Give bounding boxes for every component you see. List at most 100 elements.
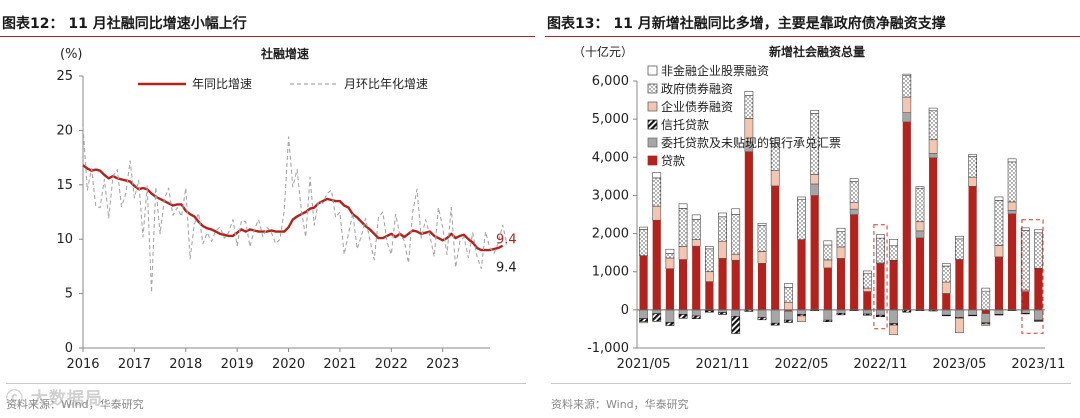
stacked-bar-chart: （十亿元） 新增社会融资总量 -1,000 0 1,000 2,000 3,000 4,0…: [573, 44, 1065, 372]
bar-segment: [876, 314, 885, 318]
bar-segment: [639, 309, 648, 319]
bar-segment: [955, 309, 964, 318]
bar-segment: [691, 315, 701, 319]
bar-segment: [757, 263, 767, 310]
bar-segment: [718, 212, 727, 218]
bar-segment: [665, 253, 675, 259]
bar-segment: [902, 73, 912, 76]
left-source-text: 资料来源：Wind，华泰研究: [6, 398, 144, 411]
bar-segment: [862, 313, 872, 316]
bar-segment: [994, 245, 1004, 258]
bar-segment: [1021, 291, 1030, 310]
bar-segment: [836, 227, 846, 232]
legend-swatch: [647, 65, 658, 76]
bar-segment: [1007, 201, 1017, 211]
y-tick-label: 1,000: [592, 265, 629, 280]
y-tick-label: 20: [56, 123, 73, 138]
highlight-box: [1021, 219, 1044, 334]
y-tick-label: 3,000: [592, 188, 629, 203]
bar-segment: [810, 110, 820, 114]
bar-segment: [639, 318, 648, 322]
bar-segment: [849, 181, 859, 203]
right-source-text: 资料来源：Wind，华泰研究: [551, 398, 689, 411]
bar-segment: [731, 316, 741, 334]
y-tick-label: 5,000: [592, 112, 629, 127]
bar-segment: [691, 214, 701, 220]
bar-segment: [783, 319, 793, 323]
bar-segment: [731, 253, 741, 261]
bar-segment: [889, 324, 899, 335]
bar-segment: [823, 319, 833, 322]
bar-segment: [691, 219, 701, 240]
bar-segment: [862, 309, 872, 315]
bar-segment: [823, 259, 833, 269]
bar-segment: [955, 259, 964, 310]
legend-swatch: [647, 137, 658, 148]
bar-segment: [744, 95, 754, 119]
bar-segment: [942, 293, 951, 310]
bar-segment: [757, 222, 767, 226]
bar-segment: [678, 314, 688, 319]
bar-segment: [678, 259, 688, 310]
bar-segment: [692, 246, 701, 310]
bar-segment: [705, 271, 714, 282]
bar-segment: [1007, 161, 1017, 203]
bar-segment: [1034, 229, 1043, 234]
legend-swatch: [647, 119, 658, 130]
bar-segment: [915, 237, 925, 310]
right-figure-title: 图表13： 11 月新增社融同比多增，主要是靠政府债净融资支撑: [547, 16, 946, 32]
end-label-mom: 9.4: [496, 261, 517, 276]
legend-label: 委托贷款及未贴现的银行承兑汇票: [661, 135, 841, 150]
bar-segment: [849, 178, 859, 182]
bar-segment: [850, 214, 859, 310]
bar-segment: [994, 256, 1004, 310]
x-axis: 2016 2017 2018 2019 2020 2021 2022 2023: [66, 347, 490, 372]
left-figure-title: 图表12： 11 月社融同比增速小幅上行: [2, 16, 247, 32]
bar-segment: [718, 258, 727, 310]
y-tick-label: 0: [65, 341, 73, 356]
bar-segment: [889, 260, 898, 310]
legend-label-yoy: 年同比增速: [192, 77, 252, 91]
bar-segment: [929, 157, 938, 310]
bar-segment: [652, 205, 662, 221]
bar-segment: [915, 230, 925, 239]
bar-segment: [981, 287, 991, 292]
bar-segment: [810, 195, 819, 310]
watermark-text: 大数据局: [30, 389, 103, 409]
bar-segment: [705, 281, 714, 310]
x-tick-label: 2021/11: [696, 357, 750, 372]
bar-segment: [665, 268, 674, 310]
bar-segment: [876, 263, 885, 310]
bar-segment: [718, 240, 727, 259]
bar-segment: [718, 216, 727, 242]
bar-segment: [665, 257, 675, 269]
legend-swatch: [647, 155, 658, 166]
x-tick-label: 2016: [66, 357, 99, 372]
bar-segment: [928, 107, 938, 112]
bar-segment: [968, 314, 977, 317]
bar-segment: [652, 313, 662, 322]
bar-segment: [981, 313, 991, 324]
highlight-box: [873, 224, 888, 330]
left-title-rule: [0, 36, 535, 37]
y-axis: 0 5 10 15 20 25: [56, 69, 84, 356]
bars: [639, 73, 1043, 335]
bar-segment: [928, 110, 938, 141]
bar-segment: [941, 314, 951, 317]
bar-segment: [678, 246, 688, 260]
bar-segment: [968, 176, 977, 187]
bar-segment: [1034, 309, 1043, 321]
bar-segment: [849, 208, 859, 215]
bar-segment: [941, 281, 951, 294]
right-source: 资料来源：Wind，华泰研究: [551, 383, 1071, 411]
bar-segment: [652, 309, 662, 314]
y-tick-label: 4,000: [592, 150, 629, 165]
bar-segment: [836, 309, 846, 314]
legend-label-mom: 月环比年化增速: [344, 77, 428, 91]
bar-segment: [639, 229, 648, 256]
bar-segment: [1034, 320, 1043, 322]
bar-segment: [955, 238, 964, 260]
bar-segment: [968, 156, 977, 178]
bar-segment: [915, 187, 925, 223]
y-tick-label: 6,000: [592, 74, 629, 89]
